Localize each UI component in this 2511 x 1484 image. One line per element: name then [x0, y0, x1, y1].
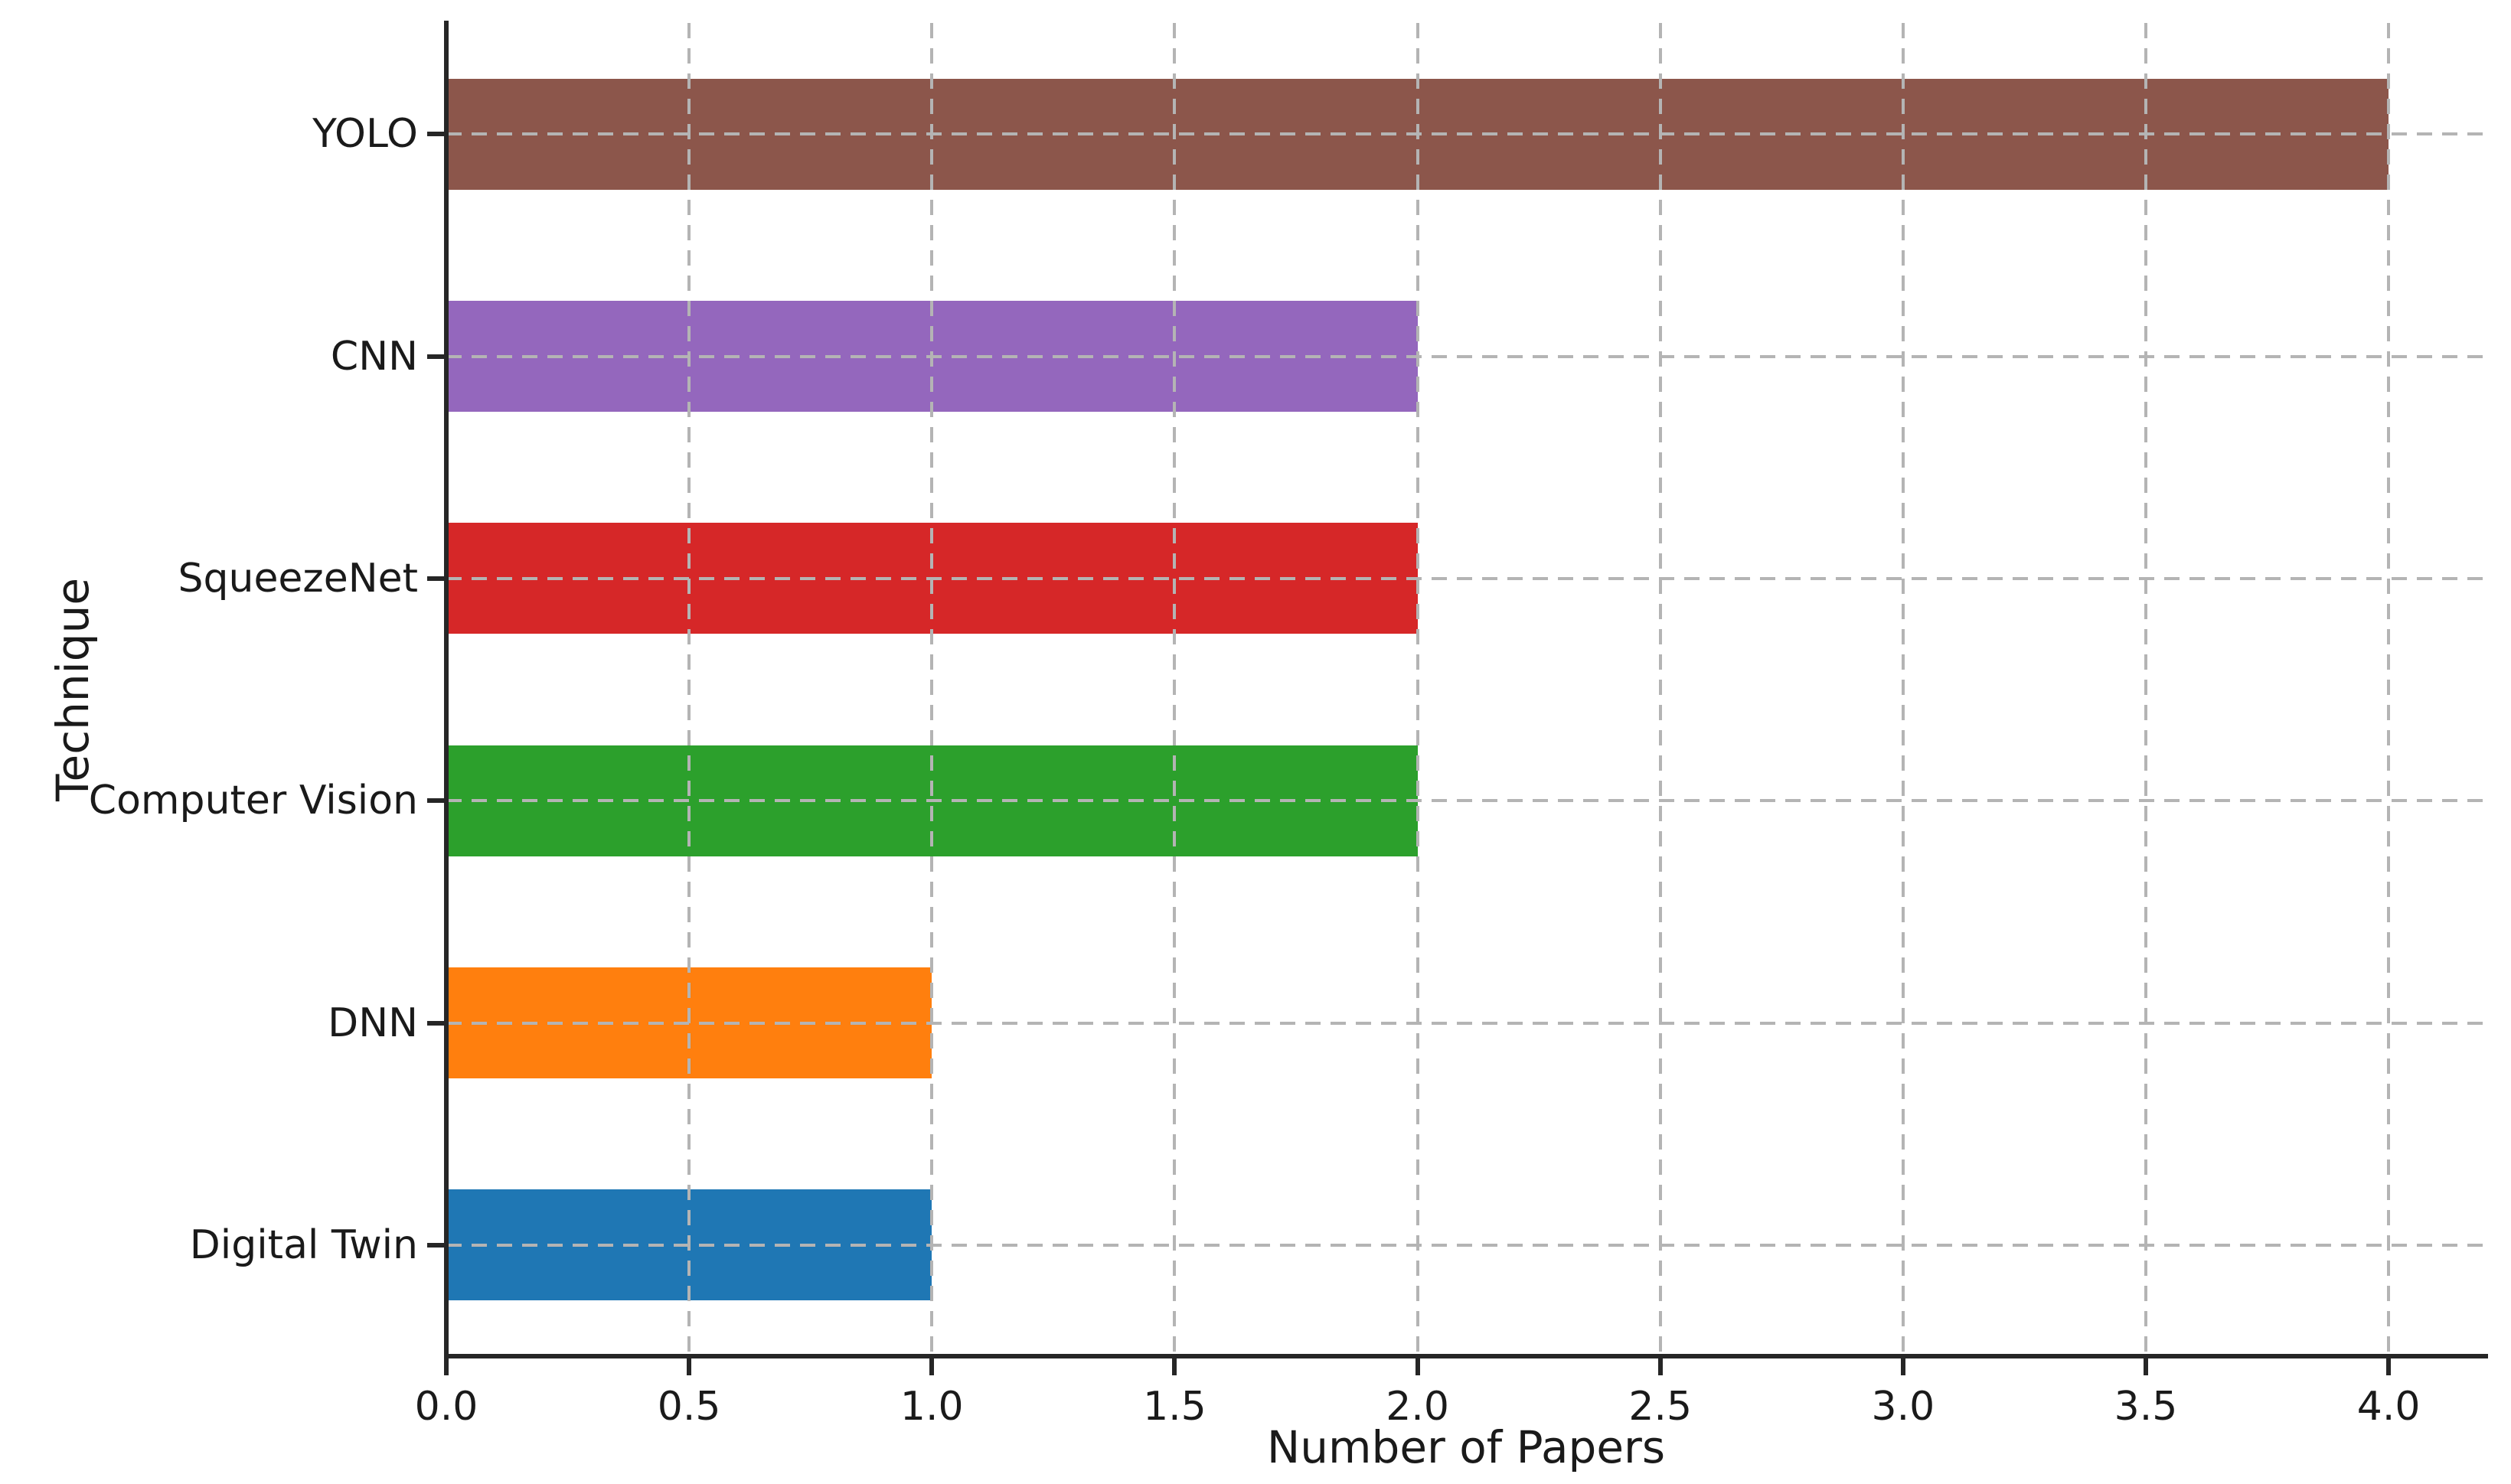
x-tick-1.5 [1172, 1358, 1177, 1375]
bottom-axis-spine [444, 1354, 2488, 1358]
gridline-x-2 [1415, 23, 1419, 1356]
y-tick-label-dnn: DNN [328, 1000, 418, 1046]
x-tick-label-0: 0.0 [414, 1384, 478, 1430]
gridline-x-2.5 [1658, 23, 1662, 1356]
y-tick-computer-vision [427, 798, 444, 804]
y-tick-label-computer-vision: Computer Vision [88, 778, 418, 824]
y-tick-digital-twin [427, 1242, 444, 1248]
y-tick-label-squeezenet: SqueezeNet [178, 555, 418, 602]
gridline-x-1 [930, 23, 934, 1356]
plot-area [446, 23, 2486, 1356]
x-tick-2 [1415, 1358, 1420, 1375]
x-tick-2.5 [1657, 1358, 1663, 1375]
gridline-x-3 [1901, 23, 1905, 1356]
y-tick-dnn [427, 1020, 444, 1026]
x-tick-label-1.5: 1.5 [1143, 1384, 1207, 1430]
y-tick-cnn [427, 354, 444, 359]
x-tick-1 [929, 1358, 935, 1375]
x-tick-label-2.5: 2.5 [1628, 1384, 1693, 1430]
x-tick-label-0.5: 0.5 [657, 1384, 721, 1430]
y-tick-label-digital-twin: Digital Twin [189, 1221, 418, 1268]
gridline-y-computer-vision [446, 799, 2486, 803]
x-tick-label-3.5: 3.5 [2114, 1384, 2178, 1430]
gridline-y-digital-twin [446, 1243, 2486, 1247]
x-tick-3 [1900, 1358, 1905, 1375]
gridline-x-3.5 [2144, 23, 2147, 1356]
x-tick-label-4: 4.0 [2356, 1384, 2421, 1430]
gridline-x-0.5 [687, 23, 691, 1356]
x-tick-4 [2386, 1358, 2392, 1375]
gridline-y-squeezenet [446, 576, 2486, 580]
x-tick-label-3: 3.0 [1871, 1384, 1935, 1430]
gridline-y-yolo [446, 132, 2486, 136]
gridline-y-dnn [446, 1021, 2486, 1025]
gridline-x-1.5 [1173, 23, 1177, 1356]
y-tick-label-cnn: CNN [330, 333, 418, 380]
left-axis-spine [444, 21, 449, 1358]
y-tick-yolo [427, 132, 444, 137]
x-axis-label: Number of Papers [1266, 1421, 1666, 1473]
x-tick-0.5 [687, 1358, 692, 1375]
x-tick-3.5 [2144, 1358, 2148, 1375]
x-tick-label-2: 2.0 [1386, 1384, 1449, 1430]
gridline-y-cnn [446, 354, 2486, 358]
gridline-x-4 [2387, 23, 2391, 1356]
x-tick-0 [444, 1358, 449, 1375]
y-axis-label: Technique [47, 577, 99, 802]
y-tick-label-yolo: YOLO [312, 111, 418, 158]
x-tick-label-1: 1.0 [900, 1384, 964, 1430]
y-tick-squeezenet [427, 576, 444, 581]
